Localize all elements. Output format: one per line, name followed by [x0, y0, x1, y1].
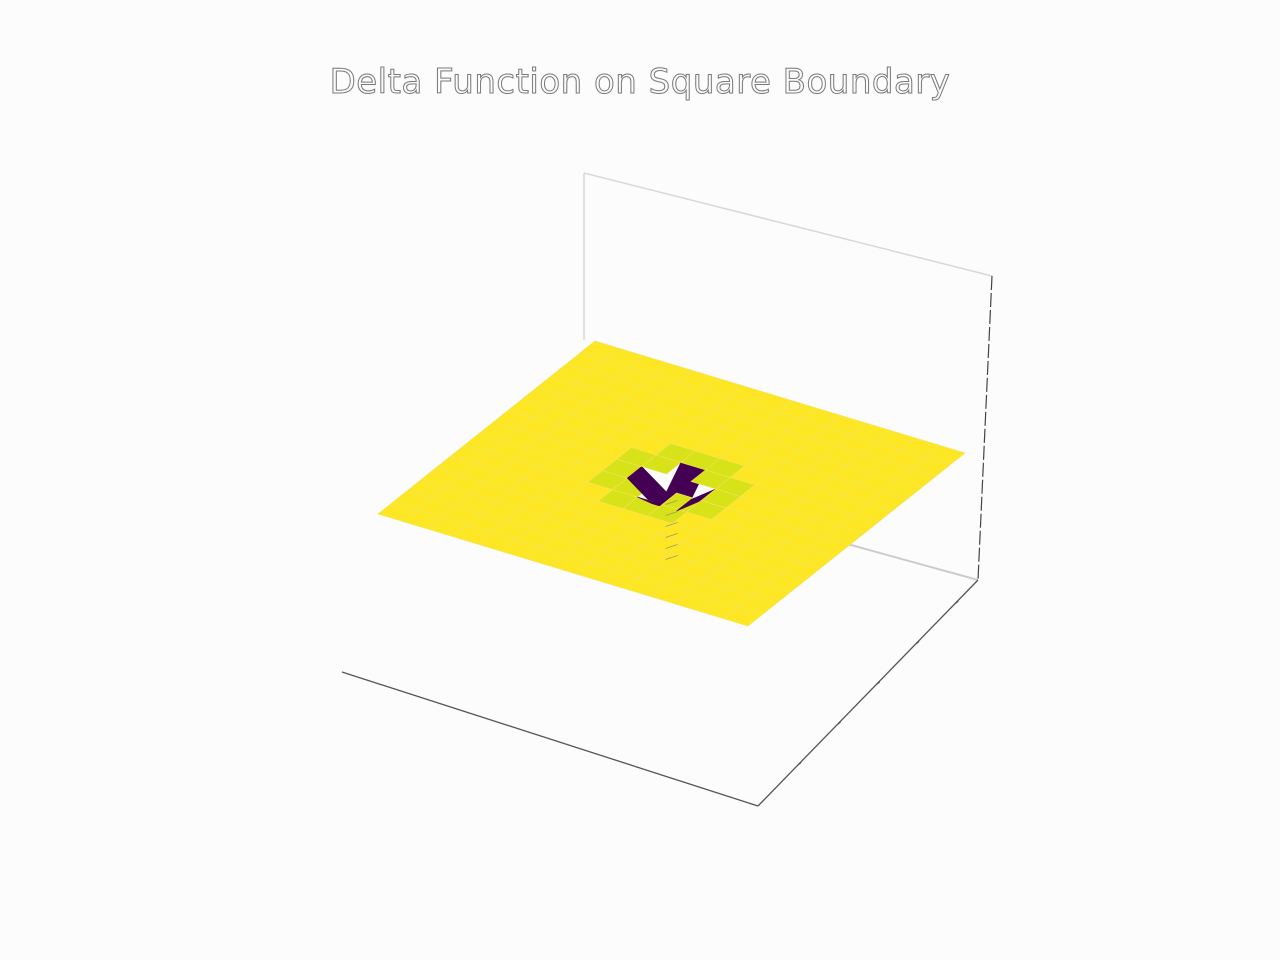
y-tick	[954, 600, 959, 605]
y-axis-line	[757, 579, 979, 807]
stem-segment	[665, 555, 678, 560]
stem-segment	[665, 500, 678, 505]
x-axis-line	[341, 671, 759, 807]
pane-right-vertical	[977, 275, 993, 581]
floor-axes	[341, 579, 979, 807]
chart-title: Delta Function on Square Boundary	[329, 62, 951, 103]
stem-segment	[665, 522, 678, 527]
dip-stem	[665, 500, 678, 560]
y-tick	[836, 721, 841, 726]
y-axis-ticks	[796, 600, 959, 767]
stem-segment	[665, 533, 678, 538]
pane-top-edge	[583, 172, 993, 277]
pane-floor-back	[839, 541, 979, 581]
stem-segment	[665, 544, 678, 549]
y-tick	[796, 762, 802, 767]
back-panes	[583, 172, 993, 581]
surface-mesh	[377, 340, 966, 627]
y-tick	[914, 641, 920, 645]
stem-segment	[665, 511, 678, 516]
surface-cell	[925, 445, 966, 465]
y-tick	[875, 681, 881, 686]
